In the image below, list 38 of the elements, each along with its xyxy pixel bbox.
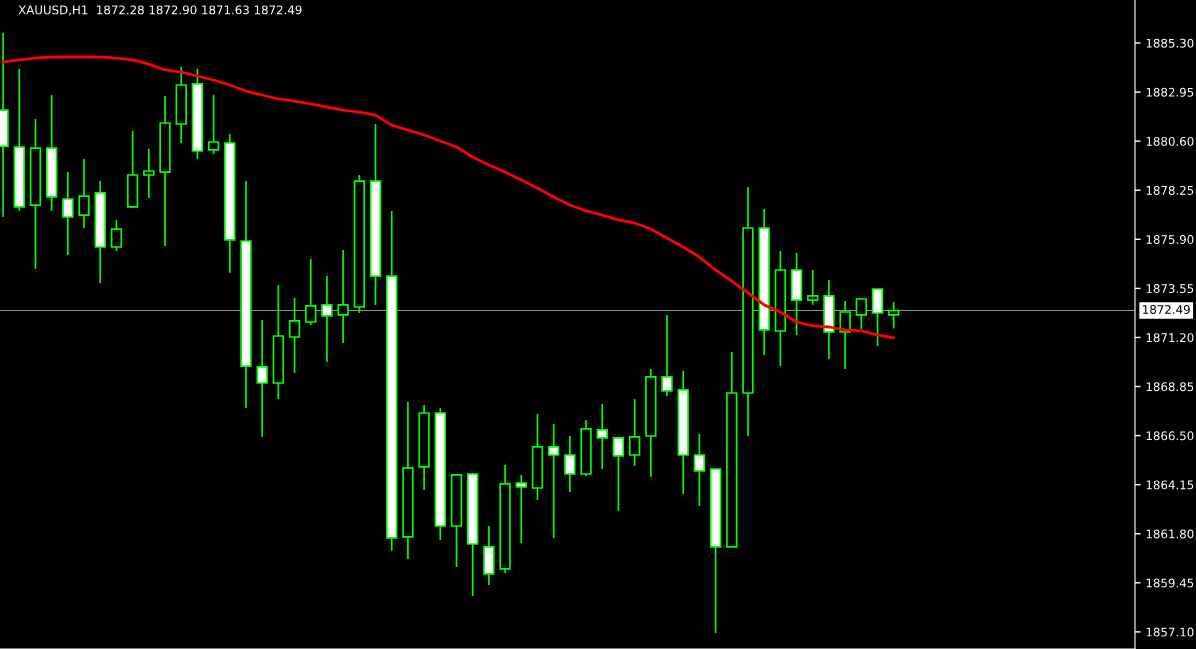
ref-line-label: 1872.49 (1143, 305, 1190, 314)
y-tick-label: 1861.80 (1146, 529, 1194, 539)
y-tick-label: 1875.90 (1146, 235, 1194, 244)
line-series (1, 55, 896, 340)
y-tick-label: 1885.30 (1146, 38, 1194, 48)
candlestick (515, 474, 527, 544)
candlestick (321, 275, 333, 363)
candlestick (207, 94, 220, 155)
y-tick-label: 1871.20 (1146, 333, 1194, 343)
candlestick (143, 148, 155, 199)
candlestick (855, 297, 868, 330)
y-tick-label: 1864.15 (1146, 480, 1194, 490)
y-tick-label: 1868.85 (1146, 382, 1194, 392)
candlestick (110, 219, 123, 252)
candlestick (596, 403, 608, 470)
candlestick (564, 435, 576, 493)
candlestick (628, 398, 641, 467)
y-tick-label: 1857.10 (1146, 627, 1194, 637)
candlestick (337, 249, 349, 344)
candlestick (888, 301, 900, 330)
candlestick (807, 269, 819, 306)
candlestick (839, 300, 851, 370)
chart-title: XAUUSD,H1 1872.28 1872.90 1871.63 1872.49 (18, 5, 302, 16)
y-tick-label: 1880.60 (1146, 136, 1194, 146)
y-tick-label: 1866.50 (1146, 431, 1194, 441)
candlestick (62, 171, 74, 256)
candlestick (612, 437, 625, 512)
candlestick (305, 258, 317, 326)
y-tick-label: 1882.95 (1146, 87, 1194, 97)
candlestick (78, 158, 90, 229)
y-tick-label: 1878.25 (1146, 185, 1194, 195)
candlestick (693, 433, 706, 507)
candlestick (288, 297, 301, 374)
y-tick-label: 1873.55 (1146, 284, 1194, 294)
candlestick (547, 423, 560, 539)
candlestick (661, 314, 673, 397)
candlestick (256, 319, 268, 438)
y-tick-label: 1859.45 (1146, 578, 1194, 588)
